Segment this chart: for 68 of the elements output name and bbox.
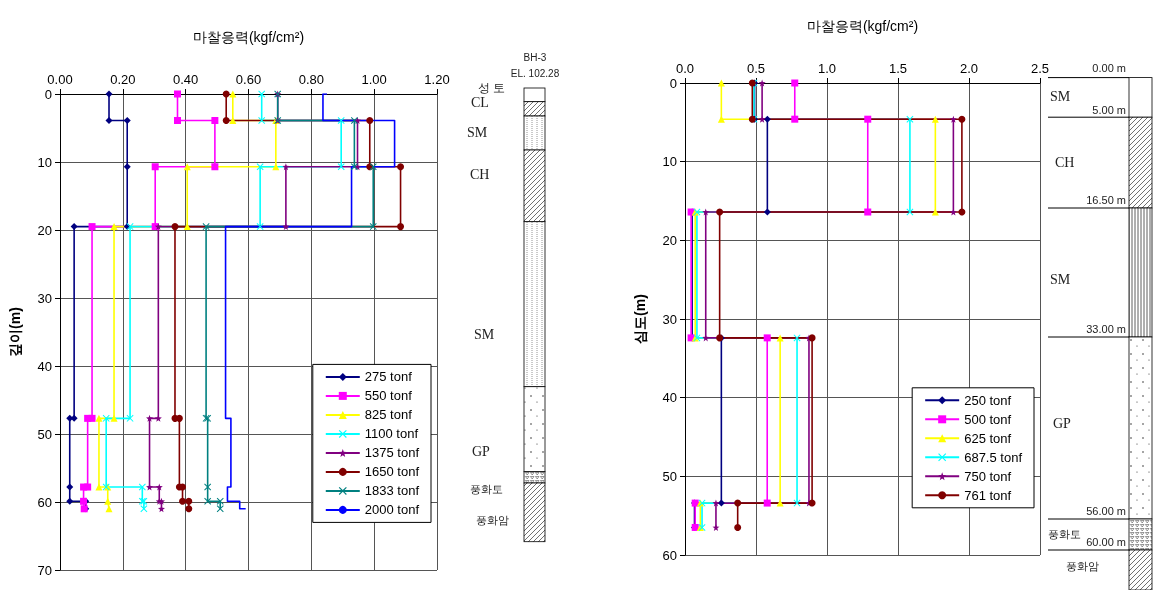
x-tick-label: 1.00 (361, 72, 387, 87)
y-tick-label: 20 (37, 222, 52, 238)
y-axis-title: 깊이(m) (7, 307, 23, 357)
text: 풍화암 (1066, 558, 1099, 574)
x-tick-label: 0.80 (298, 72, 324, 87)
text: EL. 102.28 (510, 67, 560, 79)
y-tick-label: 20 (662, 232, 677, 248)
y-tick-label: 10 (37, 154, 52, 170)
text: GP (472, 444, 490, 460)
text: 33.00 m (1086, 323, 1126, 335)
y-tick-label: 0 (44, 86, 52, 102)
x-tick-label: 0.00 (47, 72, 73, 87)
x-tick-label: 0.5 (746, 61, 766, 76)
x-tick-label: 2.5 (1030, 61, 1050, 76)
x-axis-title: 마찰응력(kgf/cm²) (192, 29, 305, 45)
x-tick-label: 1.0 (817, 61, 837, 76)
legend-label: 2000 tonf (364, 502, 420, 518)
text: 풍화토 (470, 481, 503, 497)
text: CL (471, 95, 489, 111)
legend-label: 1650 tonf (364, 464, 420, 480)
y-tick-label: 50 (662, 468, 677, 484)
legend-label: 250 tonf (964, 392, 1012, 408)
x-tick-label: 0.40 (173, 72, 199, 87)
legend-label: 625 tonf (964, 430, 1012, 446)
text: 60.00 m (1086, 536, 1126, 548)
legend-label: 1100 tonf (364, 426, 419, 442)
text: CH (470, 167, 490, 183)
y-tick-label: 70 (37, 562, 52, 578)
legend-label: 500 tonf (964, 411, 1012, 427)
text: SM (1050, 272, 1071, 288)
x-tick-label: 2.0 (959, 61, 979, 76)
text: 0.00 m (1092, 62, 1126, 74)
text: 56.00 m (1086, 505, 1126, 517)
x-tick-label: 0.20 (110, 72, 136, 87)
text: BH-3 (523, 51, 547, 63)
legend-label: 825 tonf (364, 407, 413, 423)
text: 풍화암 (476, 512, 509, 528)
text: SM (1050, 89, 1071, 105)
y-tick-label: 30 (662, 311, 677, 327)
y-tick-label: 50 (37, 426, 52, 442)
text: CH (1055, 155, 1075, 171)
x-tick-label: 1.20 (424, 72, 450, 87)
text: 5.00 m (1092, 104, 1126, 116)
legend-label: 750 tonf (964, 468, 1012, 484)
x-tick-label: 1.5 (888, 61, 908, 76)
y-tick-label: 60 (37, 494, 52, 510)
y-tick-label: 40 (37, 358, 52, 374)
text: 풍화토 (1048, 526, 1081, 542)
y-tick-label: 60 (662, 547, 677, 563)
y-tick-label: 40 (662, 390, 677, 406)
x-tick-label: 0.0 (675, 61, 695, 76)
text: GP (1053, 416, 1071, 432)
x-axis-title: 마찰응력(kgf/cm²) (806, 18, 919, 34)
legend-label: 761 tonf (964, 487, 1012, 503)
x-tick-label: 0.60 (235, 72, 262, 87)
y-tick-label: 0 (669, 75, 677, 91)
legend-label: 1375 tonf (364, 445, 420, 461)
text: SM (474, 327, 495, 343)
legend-label: 275 tonf (364, 369, 413, 385)
legend-label: 1833 tonf (364, 483, 420, 499)
y-axis-title: 심도(m) (632, 294, 648, 344)
y-tick-label: 10 (662, 154, 677, 170)
text: 16.50 m (1086, 194, 1126, 206)
text: 성 토 (478, 79, 506, 97)
text: SM (467, 125, 488, 141)
y-tick-label: 30 (37, 290, 52, 306)
legend-label: 550 tonf (364, 388, 413, 404)
legend-label: 687.5 tonf (964, 449, 1023, 465)
